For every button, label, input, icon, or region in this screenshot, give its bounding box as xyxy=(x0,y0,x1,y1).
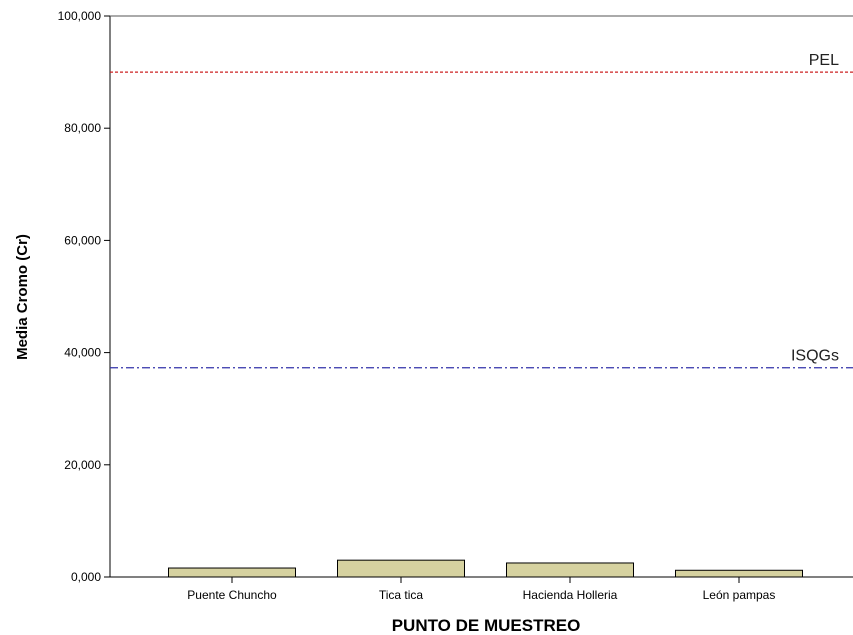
reference-line-label: PEL xyxy=(809,52,839,69)
x-axis-ticks: Puente Chuncho Tica tica Hacienda Holleria… xyxy=(187,577,775,602)
bar xyxy=(506,562,634,578)
plot-area xyxy=(109,15,853,578)
x-axis-title: PUNTO DE MUESTREO xyxy=(392,616,581,635)
x-tick-label: Hacienda Holleria xyxy=(523,588,618,602)
reference-lines: PEL ISQGs xyxy=(110,52,853,369)
x-tick-label: Tica tica xyxy=(379,588,424,602)
bars xyxy=(168,559,803,578)
y-tick-label: 60,000 xyxy=(64,233,101,247)
x-tick-label: Puente Chuncho xyxy=(187,588,277,602)
y-tick-label: 80,000 xyxy=(64,121,101,135)
y-tick-label: 100,000 xyxy=(58,9,102,23)
y-axis-ticks: 0,000 20,000 40,000 60,000 80,000 100,000 xyxy=(58,9,110,584)
bar xyxy=(675,569,803,578)
y-axis-title: Media Cromo (Cr) xyxy=(14,234,31,360)
y-tick-label: 20,000 xyxy=(64,458,101,472)
bar xyxy=(168,567,296,578)
y-tick-label: 40,000 xyxy=(64,346,101,360)
x-tick-label: León pampas xyxy=(703,588,776,602)
y-tick-label: 0,000 xyxy=(71,570,101,584)
reference-line-label: ISQGs xyxy=(791,348,839,365)
bar xyxy=(337,559,465,578)
